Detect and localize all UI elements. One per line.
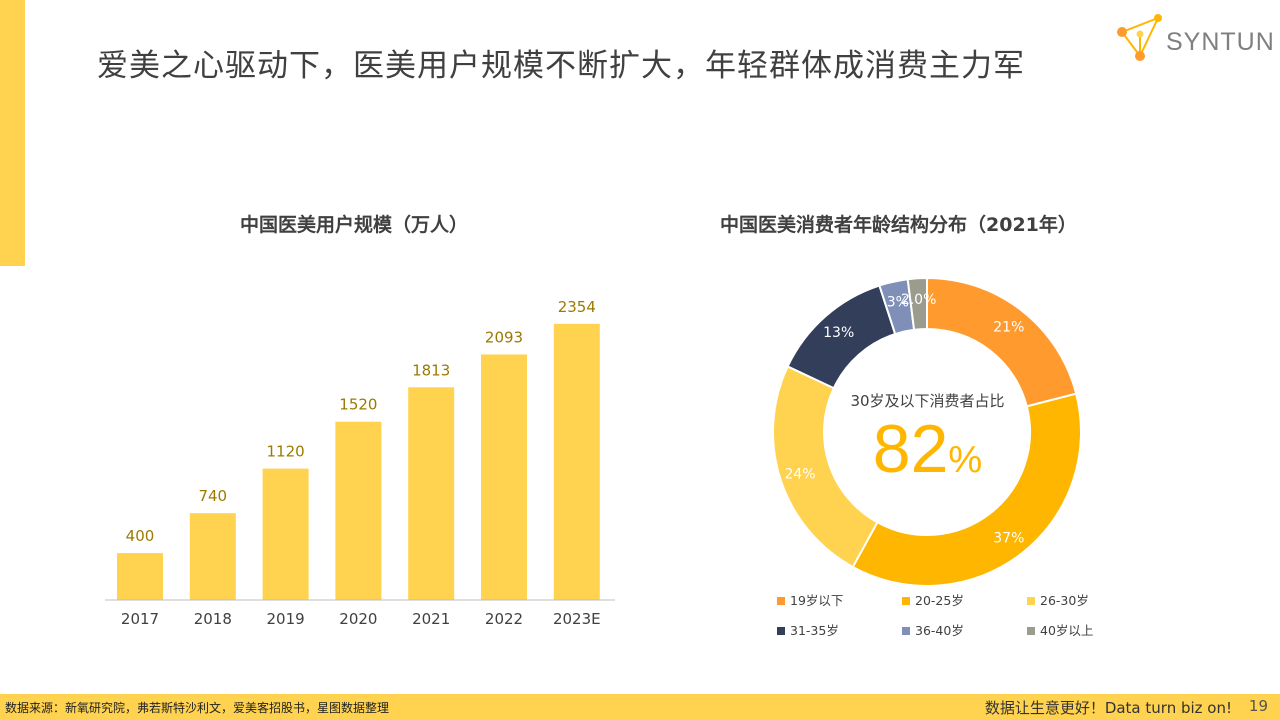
bar-2020 bbox=[335, 421, 382, 600]
syntun-logo-icon bbox=[1117, 14, 1162, 61]
page-title: 爱美之心驱动下，医美用户规模不断扩大，年轻群体成消费主力军 bbox=[97, 48, 1025, 84]
center-value-unit: % bbox=[948, 439, 983, 481]
page-number: 19 bbox=[1248, 697, 1268, 715]
x-tick-label: 2019 bbox=[267, 610, 305, 628]
footer-bar: 数据来源：新氧研究院，弗若斯特沙利文，爱美客招股书，星图数据整理 数据让生意更好… bbox=[0, 694, 1280, 720]
slice-label: 2.0% bbox=[901, 292, 937, 308]
legend-swatch bbox=[777, 596, 785, 605]
slice-40岁以上 bbox=[906, 276, 928, 331]
bar-2019 bbox=[262, 468, 309, 600]
legend-swatch bbox=[1027, 596, 1035, 605]
legend-item: 20-25岁 bbox=[902, 590, 964, 609]
age-structure-donut-chart: 21% 37% 24% 13% 3%2.0% bbox=[772, 276, 1082, 587]
legend-item: 19岁以下 bbox=[777, 590, 843, 609]
slice-label: 3% bbox=[887, 295, 909, 311]
legend-swatch bbox=[902, 626, 910, 635]
bar-value-label: 400 bbox=[126, 527, 155, 545]
slice-label: 13% bbox=[823, 325, 854, 341]
bar-2017 bbox=[117, 553, 163, 600]
legend-item: 40岁以上 bbox=[1027, 620, 1093, 639]
bar-value-label: 740 bbox=[198, 487, 227, 505]
legend-label: 40岁以上 bbox=[1040, 623, 1094, 638]
center-value-number: 82 bbox=[872, 411, 949, 487]
slice-19岁以下 bbox=[926, 276, 1078, 408]
legend-label: 26-30岁 bbox=[1040, 593, 1089, 608]
bar-chart-title: 中国医美用户规模（万人） bbox=[240, 214, 469, 236]
donut-chart-title: 中国医美消费者年龄结构分布（2021年） bbox=[720, 214, 1077, 236]
x-tick-label: 2023E bbox=[553, 610, 601, 628]
legend-label: 19岁以下 bbox=[790, 593, 844, 608]
bar-2023E bbox=[553, 323, 600, 600]
legend-swatch bbox=[1027, 626, 1035, 635]
donut-center-label: 30岁及以下消费者占比 bbox=[850, 392, 1005, 410]
user-scale-bar-chart: 400 2017 740 2018 1120 2019 1520 2020 1813 2021 20… bbox=[105, 298, 615, 628]
bar-2018 bbox=[189, 513, 236, 600]
bar-2021 bbox=[408, 387, 455, 600]
footer-slogan: 数据让生意更好！Data turn biz on! bbox=[984, 699, 1232, 717]
slice-label: 24% bbox=[784, 466, 815, 482]
slice-label: 37% bbox=[993, 530, 1024, 546]
x-tick-label: 2022 bbox=[485, 610, 523, 628]
legend-label: 20-25岁 bbox=[915, 593, 964, 608]
bar-value-label: 2354 bbox=[558, 298, 596, 316]
x-tick-label: 2021 bbox=[412, 610, 450, 628]
legend-item: 26-30岁 bbox=[1027, 590, 1089, 609]
legend-label: 31-35岁 bbox=[790, 623, 839, 638]
slice-20-25岁 bbox=[851, 392, 1082, 587]
legend-swatch bbox=[902, 596, 910, 605]
x-tick-label: 2018 bbox=[194, 610, 232, 628]
logo-text: SYNTUN bbox=[1166, 28, 1275, 56]
bar-value-label: 1813 bbox=[412, 361, 450, 379]
bar-value-label: 1120 bbox=[267, 443, 305, 461]
legend-swatch bbox=[777, 626, 785, 635]
footer-source: 数据来源：新氧研究院，弗若斯特沙利文，爱美客招股书，星图数据整理 bbox=[5, 701, 390, 715]
x-tick-label: 2017 bbox=[121, 610, 159, 628]
bar-2022 bbox=[481, 354, 527, 600]
legend-item: 31-35岁 bbox=[777, 620, 839, 639]
legend-label: 36-40岁 bbox=[915, 623, 964, 638]
accent-bar bbox=[0, 0, 25, 266]
x-tick-label: 2020 bbox=[339, 610, 377, 628]
slice-label: 21% bbox=[993, 320, 1024, 336]
donut-center-value: 82% bbox=[815, 410, 1040, 488]
legend-item: 36-40岁 bbox=[902, 620, 964, 639]
bar-value-label: 1520 bbox=[339, 396, 377, 414]
bar-value-label: 2093 bbox=[485, 328, 523, 346]
